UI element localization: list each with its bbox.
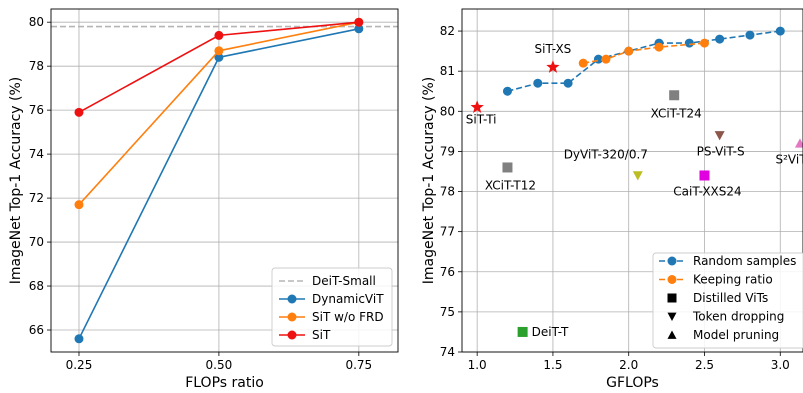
legend-marker xyxy=(667,256,677,266)
annotation-xcit-t12: XCiT-T12 xyxy=(485,178,536,192)
marker-dyvit-320-0-7 xyxy=(632,171,643,181)
y-tick-label: 80 xyxy=(440,104,455,118)
data-point xyxy=(214,30,224,40)
annotation-ps-vit-s: PS-ViT-S xyxy=(697,144,745,158)
x-tick-label: 1.5 xyxy=(543,358,562,372)
legend-label: DeiT-Small xyxy=(312,274,376,288)
legend-marker xyxy=(287,294,297,304)
legend-label: DynamicViT xyxy=(312,292,384,306)
y-tick-label: 82 xyxy=(440,24,455,38)
legend-label: Random samples xyxy=(693,254,796,268)
data-point xyxy=(214,52,224,62)
legend-marker xyxy=(667,312,677,321)
legend-marker xyxy=(667,293,677,303)
y-tick-label: 66 xyxy=(29,323,44,337)
data-point xyxy=(74,200,84,210)
legend-label: Distilled ViTs xyxy=(693,291,768,305)
gflops-chart: 1.0 1.5 2.0 2.5 3.0 74 75 76 77 78 79 80 81 82 GFLOPs I… xyxy=(421,8,803,391)
legend-box xyxy=(652,252,803,349)
annotation-s-vite-: S²ViTE- xyxy=(775,152,803,166)
data-point xyxy=(214,46,224,56)
y-tick-label: 80 xyxy=(29,15,44,29)
y-tick-label: 78 xyxy=(29,59,44,73)
x-tick-label: 2.5 xyxy=(695,358,714,372)
y-tick-label: 81 xyxy=(440,64,455,78)
x-tick-label: 0.25 xyxy=(66,358,93,372)
data-point xyxy=(533,78,543,88)
data-point xyxy=(715,34,725,44)
y-tick-label: 72 xyxy=(29,191,44,205)
plot-frame xyxy=(50,8,399,353)
legend-label: Token dropping xyxy=(692,310,784,324)
data-point xyxy=(74,334,84,344)
y-tick-label: 76 xyxy=(29,103,44,117)
marker-xcit-t12 xyxy=(502,162,513,173)
flops-ratio-chart: 0.25 0.50 0.75 66 68 70 72 74 76 78 80 FLOPs ratio I… xyxy=(8,8,399,391)
marker-ps-vit-s xyxy=(714,131,725,141)
legend-marker xyxy=(667,330,677,339)
y-tick-label: 77 xyxy=(440,225,455,239)
y-tick-label: 74 xyxy=(440,345,455,359)
data-point xyxy=(601,54,611,64)
legend-marker xyxy=(667,275,677,284)
data-point xyxy=(578,58,588,68)
marker-s-vite- xyxy=(794,138,803,148)
data-point xyxy=(74,107,84,117)
x-tick-label: 0.75 xyxy=(345,358,372,372)
data-point xyxy=(502,86,512,96)
marker-sit-xs xyxy=(546,60,560,73)
data-point xyxy=(775,26,785,36)
x-tick-label: 3.0 xyxy=(771,358,790,372)
y-tick-label: 79 xyxy=(440,144,455,158)
x-axis-label: FLOPs ratio xyxy=(185,375,264,391)
annotation-sit-xs: SiT-XS xyxy=(535,42,572,56)
y-tick-label: 78 xyxy=(440,185,455,199)
y-tick-label: 75 xyxy=(440,305,455,319)
y-tick-label: 68 xyxy=(29,279,44,293)
annotation-dyvit-320-0-7: DyViT-320/0.7 xyxy=(564,147,648,161)
y-tick-label: 70 xyxy=(29,235,44,249)
annotation-deit-t: DeiT-T xyxy=(532,325,569,339)
data-point xyxy=(654,42,664,52)
marker-deit-t xyxy=(517,326,528,337)
marker-xcit-t24 xyxy=(669,90,680,101)
annotation-cait-xxs24: CaiT-XXS24 xyxy=(673,184,741,198)
marker-sit-ti xyxy=(470,100,484,113)
plot-area xyxy=(470,26,803,337)
x-tick-label: 2.0 xyxy=(619,358,638,372)
legend-box xyxy=(271,267,393,347)
legend-label: Keeping ratio xyxy=(693,273,773,287)
data-point xyxy=(624,46,634,56)
legend-marker xyxy=(287,312,297,322)
x-tick-label: 1.0 xyxy=(468,358,487,372)
y-axis-label: ImageNet Top-1 Accuracy (%) xyxy=(421,77,437,285)
data-point xyxy=(354,24,364,34)
plot-frame xyxy=(461,8,803,353)
marker-cait-xxs24 xyxy=(699,170,710,181)
legend-label: SiT w/o FRD xyxy=(312,310,384,324)
data-point xyxy=(699,38,709,48)
annotation-xcit-t24: XCiT-T24 xyxy=(651,106,702,120)
legend-label: Model pruning xyxy=(693,328,779,342)
y-tick-label: 74 xyxy=(29,147,44,161)
annotation-sit-ti: SiT-Ti xyxy=(466,112,497,126)
legend-label: SiT xyxy=(312,328,331,342)
legend-marker xyxy=(287,330,297,340)
series-line-random-samples xyxy=(507,30,781,93)
y-axis-label: ImageNet Top-1 Accuracy (%) xyxy=(8,77,24,285)
data-point xyxy=(563,78,573,88)
x-axis-label: GFLOPs xyxy=(606,375,659,391)
data-point xyxy=(684,38,694,48)
y-tick-label: 76 xyxy=(440,265,455,279)
x-tick-label: 0.50 xyxy=(206,358,233,372)
data-point xyxy=(745,30,755,40)
data-point xyxy=(354,17,364,27)
